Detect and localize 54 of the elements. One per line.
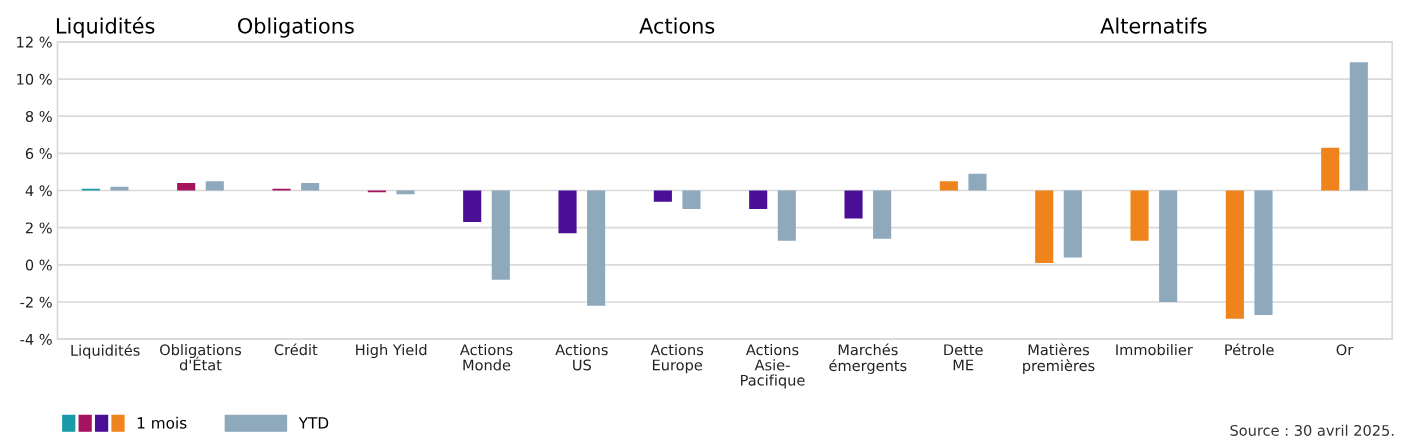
x-tick-label: Actions Monde	[459, 343, 513, 371]
bar	[777, 190, 796, 241]
bar	[1349, 62, 1368, 191]
y-tick-label: 10 %	[17, 73, 52, 85]
bar	[301, 183, 320, 191]
x-tick-label: Liquidités	[71, 343, 140, 359]
y-tick-label: -4 %	[20, 333, 52, 345]
bar	[1159, 190, 1178, 302]
bar	[749, 190, 768, 210]
legend-label: YTD	[298, 417, 329, 429]
x-tick-label: Actions Asie- Pacifique	[741, 343, 805, 389]
x-tick-label: Crédit	[274, 343, 318, 356]
x-tick-label: Immobilier	[1116, 343, 1193, 356]
bar	[587, 190, 606, 306]
y-tick-label: 6 %	[25, 148, 52, 160]
text: Obligations	[238, 17, 354, 38]
bar	[1035, 190, 1054, 263]
bar	[491, 190, 510, 280]
bar	[968, 173, 987, 191]
bar	[873, 190, 892, 239]
y-tick-label: 12 %	[17, 36, 52, 48]
y-tick-label: 0 %	[25, 259, 52, 271]
source-note: Source : 30 avril 2025.	[1230, 424, 1394, 436]
x-tick-label: Actions Europe	[650, 343, 704, 374]
legend-label: 1 mois	[137, 416, 187, 429]
text: Liquidités	[56, 16, 155, 38]
y-tick-label: 4 %	[25, 185, 52, 197]
x-tick-label: Actions US	[555, 343, 608, 371]
bar	[177, 183, 196, 191]
x-tick-label: Dette ME	[944, 344, 983, 371]
x-tick-label: Matières premières	[1023, 343, 1095, 374]
bar	[844, 190, 863, 219]
x-tick-label: Pétrole	[1225, 343, 1274, 356]
x-tick-label: Marchés émergents	[829, 343, 907, 374]
text: Actions	[639, 17, 715, 34]
bar	[682, 190, 701, 210]
x-tick-label: Obligations d'État	[160, 343, 242, 371]
x-tick-label: Or	[1336, 344, 1354, 356]
x-tick-label: High Yield	[356, 343, 427, 359]
bar	[205, 181, 224, 191]
bar	[1254, 190, 1273, 315]
y-tick-label: -2 %	[20, 296, 52, 308]
y-tick-label: 8 %	[25, 110, 52, 122]
bar	[110, 186, 129, 191]
bar	[939, 181, 958, 191]
bar	[463, 190, 482, 223]
bar	[653, 190, 672, 202]
bar	[1225, 190, 1244, 319]
bar	[1063, 190, 1082, 258]
bar	[1321, 147, 1340, 191]
y-tick-label: 2 %	[25, 222, 52, 234]
bar	[1130, 190, 1149, 241]
text: Alternatifs	[1100, 17, 1207, 34]
bar	[558, 190, 577, 234]
